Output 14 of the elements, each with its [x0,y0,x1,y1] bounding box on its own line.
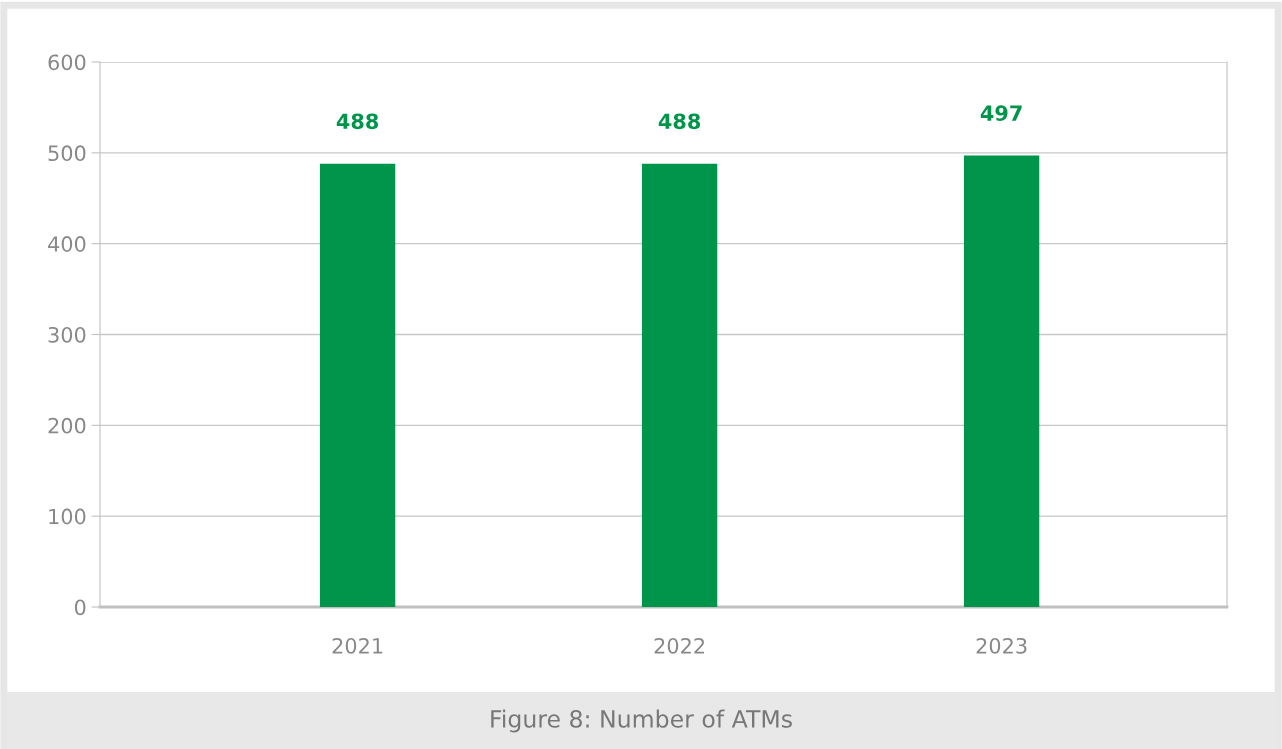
data-label: 488 [658,113,701,130]
y-tick-label: 300 [48,326,86,343]
y-tick-label: 600 [48,54,86,71]
text: Figure 8: Number of ATMs [491,709,792,733]
y-tick-label: 500 [48,145,86,162]
y-tick-label: 100 [49,508,86,525]
y-tick-label: 0 [74,599,86,616]
y-tick-label: 400 [48,236,86,252]
x-tick-label: 2023 [976,637,1027,654]
data-label: 488 [336,113,379,130]
data-label: 497 [980,105,1022,121]
x-tick-label: 2021 [332,637,383,654]
y-tick-label: 200 [48,417,86,434]
x-tick-label: 2022 [654,637,705,654]
